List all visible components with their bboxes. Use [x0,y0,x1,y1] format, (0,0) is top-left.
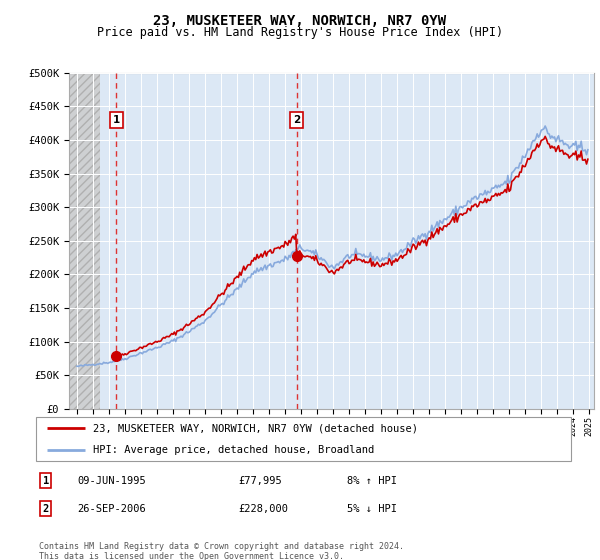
FancyBboxPatch shape [36,417,571,461]
Text: 1: 1 [112,115,119,125]
Text: 2: 2 [293,115,301,125]
Text: Contains HM Land Registry data © Crown copyright and database right 2024.
This d: Contains HM Land Registry data © Crown c… [39,542,404,560]
Text: 23, MUSKETEER WAY, NORWICH, NR7 0YW (detached house): 23, MUSKETEER WAY, NORWICH, NR7 0YW (det… [94,423,418,433]
Text: 8% ↑ HPI: 8% ↑ HPI [347,475,397,486]
Text: 5% ↓ HPI: 5% ↓ HPI [347,504,397,514]
Text: £228,000: £228,000 [238,504,288,514]
Text: 23, MUSKETEER WAY, NORWICH, NR7 0YW: 23, MUSKETEER WAY, NORWICH, NR7 0YW [154,14,446,28]
Text: 1: 1 [43,475,49,486]
Text: 26-SEP-2006: 26-SEP-2006 [77,504,146,514]
Text: 09-JUN-1995: 09-JUN-1995 [77,475,146,486]
Text: Price paid vs. HM Land Registry's House Price Index (HPI): Price paid vs. HM Land Registry's House … [97,26,503,39]
Text: 2: 2 [43,504,49,514]
Text: HPI: Average price, detached house, Broadland: HPI: Average price, detached house, Broa… [94,445,374,455]
Text: £77,995: £77,995 [238,475,282,486]
